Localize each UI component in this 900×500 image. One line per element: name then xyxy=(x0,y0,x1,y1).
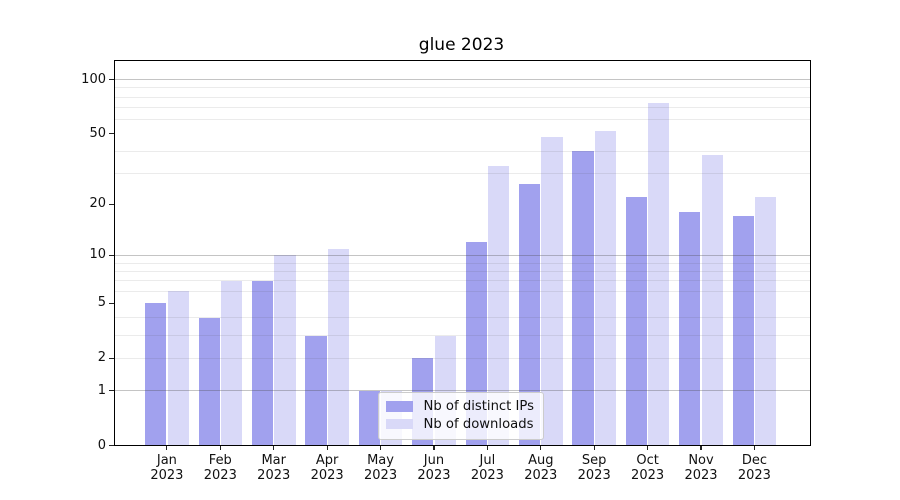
x-tick-label-mar: Mar 2023 xyxy=(257,452,291,484)
y-tick-label-1: 1 xyxy=(97,382,106,398)
bar-aug-downloads xyxy=(541,137,563,446)
y-tick-label-10: 10 xyxy=(89,247,106,263)
plot-area xyxy=(113,59,811,446)
bar-may-distinct-ips xyxy=(358,390,380,446)
x-tick-jan xyxy=(166,445,168,450)
x-tick-label-nov: Nov 2023 xyxy=(684,452,718,484)
y-tick-label-50: 50 xyxy=(89,125,106,141)
x-tick-may xyxy=(379,445,382,450)
x-tick-label-jul: Jul 2023 xyxy=(470,452,504,484)
y-tick-1 xyxy=(109,389,114,392)
x-tick-feb xyxy=(219,445,221,450)
bar-jan-downloads xyxy=(167,291,189,446)
bar-oct-distinct-ips xyxy=(625,196,647,446)
bar-feb-downloads xyxy=(220,280,243,446)
x-tick-jun xyxy=(433,445,435,450)
bar-nov-downloads xyxy=(701,155,723,446)
y-tick-label-0: 0 xyxy=(97,437,106,453)
legend-swatch-downloads-icon xyxy=(385,418,413,430)
gridline-minor-60 xyxy=(113,119,811,121)
chart-title: glue 2023 xyxy=(418,35,505,55)
y-tick-50 xyxy=(109,133,114,135)
x-tick-aug xyxy=(540,445,542,450)
legend-label-downloads: Nb of downloads xyxy=(423,416,534,432)
x-tick-oct xyxy=(646,445,649,450)
x-tick-label-dec: Dec 2023 xyxy=(737,452,771,484)
x-tick-mar xyxy=(273,445,275,450)
gridline-minor-90 xyxy=(113,87,811,89)
bar-feb-distinct-ips xyxy=(198,317,220,446)
bar-jan-distinct-ips xyxy=(145,303,167,446)
bar-jul-downloads xyxy=(487,166,510,446)
bar-nov-distinct-ips xyxy=(679,212,701,446)
y-tick-10 xyxy=(109,254,114,257)
y-tick-label-20: 20 xyxy=(89,196,106,212)
legend-swatch-distinct-ips-icon xyxy=(385,401,413,412)
x-tick-label-jan: Jan 2023 xyxy=(150,452,184,484)
y-tick-100 xyxy=(109,79,114,81)
bar-dec-downloads xyxy=(755,196,777,446)
legend-item-downloads: Nb of downloads xyxy=(385,416,535,432)
x-tick-apr xyxy=(326,445,328,450)
x-tick-label-sep: Sep 2023 xyxy=(577,452,611,484)
x-tick-label-apr: Apr 2023 xyxy=(310,452,344,484)
y-tick-2 xyxy=(109,357,114,359)
bar-dec-distinct-ips xyxy=(732,216,754,446)
gridline-minor-70 xyxy=(113,107,811,109)
bar-apr-downloads xyxy=(327,248,349,446)
gridline-major-100 xyxy=(113,79,811,81)
x-tick-label-aug: Aug 2023 xyxy=(524,452,558,484)
x-tick-label-feb: Feb 2023 xyxy=(203,452,237,484)
bar-aug-distinct-ips xyxy=(518,184,541,446)
x-tick-nov xyxy=(700,445,702,450)
bar-mar-downloads xyxy=(274,255,296,446)
x-tick-label-oct: Oct 2023 xyxy=(631,452,665,484)
y-tick-label-2: 2 xyxy=(97,350,106,366)
gridline-minor-40 xyxy=(113,150,811,152)
bar-apr-distinct-ips xyxy=(305,335,327,446)
y-tick-label-100: 100 xyxy=(81,71,106,87)
legend-label-distinct-ips: Nb of distinct IPs xyxy=(423,399,535,414)
bar-sep-downloads xyxy=(594,130,616,446)
x-tick-jul xyxy=(486,445,488,450)
y-tick-20 xyxy=(109,203,114,205)
y-tick-label-5: 5 xyxy=(97,295,106,311)
legend: Nb of distinct IPs Nb of downloads xyxy=(377,391,545,440)
x-tick-sep xyxy=(593,445,595,450)
bar-mar-distinct-ips xyxy=(251,280,274,446)
x-tick-dec xyxy=(753,445,755,450)
gridline-minor-80 xyxy=(113,96,811,98)
x-tick-label-may: May 2023 xyxy=(364,452,398,484)
legend-item-distinct-ips: Nb of distinct IPs xyxy=(385,399,535,414)
x-tick-label-jun: Jun 2023 xyxy=(417,452,451,484)
y-tick-0 xyxy=(109,444,114,447)
bar-sep-distinct-ips xyxy=(572,151,594,446)
y-tick-5 xyxy=(109,302,114,305)
bar-oct-downloads xyxy=(648,103,670,446)
